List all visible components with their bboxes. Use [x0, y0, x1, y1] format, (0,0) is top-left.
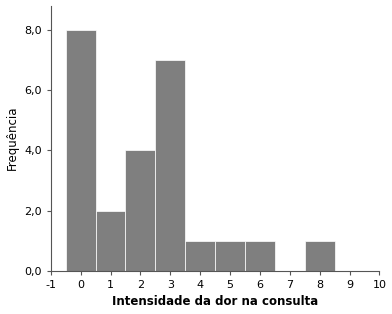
Bar — [245, 241, 275, 271]
Y-axis label: Frequência: Frequência — [5, 106, 18, 171]
X-axis label: Intensidade da dor na consulta: Intensidade da dor na consulta — [112, 295, 318, 308]
Bar — [185, 241, 215, 271]
Bar — [96, 211, 125, 271]
Bar — [66, 30, 96, 271]
Bar — [215, 241, 245, 271]
Bar — [125, 150, 155, 271]
Bar — [305, 241, 335, 271]
Bar — [155, 60, 185, 271]
